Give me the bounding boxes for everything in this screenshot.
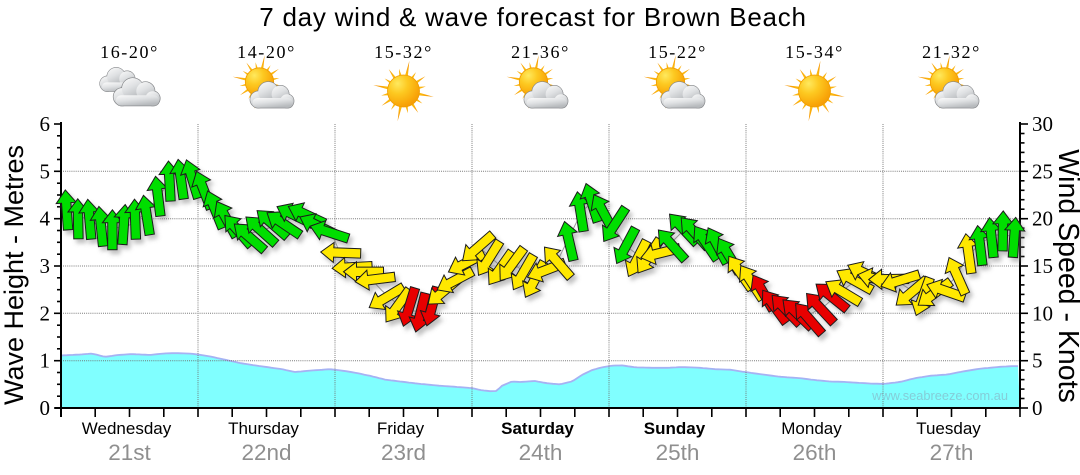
svg-text:16-20°: 16-20°: [100, 42, 159, 62]
svg-text:Friday: Friday: [377, 419, 425, 438]
svg-text:21-32°: 21-32°: [922, 42, 981, 62]
svg-text:24th: 24th: [519, 440, 563, 465]
svg-text:15-22°: 15-22°: [648, 42, 707, 62]
svg-text:Wednesday: Wednesday: [82, 419, 172, 438]
svg-text:Sunday: Sunday: [644, 419, 706, 438]
svg-text:26th: 26th: [793, 440, 837, 465]
svg-text:Saturday: Saturday: [501, 419, 574, 438]
svg-text:21st: 21st: [108, 440, 151, 465]
svg-text:Thursday: Thursday: [228, 419, 299, 438]
svg-text:0: 0: [1032, 396, 1043, 420]
svg-text:2: 2: [40, 301, 51, 325]
svg-text:15: 15: [1032, 254, 1053, 278]
svg-text:Wave Height - Metres: Wave Height - Metres: [0, 145, 29, 405]
svg-text:22nd: 22nd: [241, 440, 291, 465]
svg-text:15-32°: 15-32°: [374, 42, 433, 62]
svg-text:14-20°: 14-20°: [237, 42, 296, 62]
svg-text:23rd: 23rd: [381, 440, 426, 465]
svg-text:3: 3: [40, 254, 51, 278]
svg-text:5: 5: [40, 159, 51, 183]
svg-text:5: 5: [1032, 349, 1043, 373]
svg-text:21-36°: 21-36°: [511, 42, 570, 62]
svg-text:30: 30: [1032, 112, 1053, 136]
svg-text:25th: 25th: [656, 440, 700, 465]
svg-text:15-34°: 15-34°: [785, 42, 844, 62]
svg-text:Wind Speed - Knots: Wind Speed - Knots: [1052, 149, 1080, 402]
svg-text:0: 0: [40, 396, 51, 420]
svg-text:6: 6: [40, 112, 51, 136]
svg-text:10: 10: [1032, 301, 1053, 325]
svg-text:Monday: Monday: [781, 419, 842, 438]
svg-text:20: 20: [1032, 207, 1053, 231]
svg-text:www.seabreeze.com.au: www.seabreeze.com.au: [871, 388, 1008, 403]
svg-text:27th: 27th: [930, 440, 974, 465]
svg-text:25: 25: [1032, 159, 1053, 183]
svg-text:Tuesday: Tuesday: [916, 419, 981, 438]
svg-text:1: 1: [40, 349, 51, 373]
svg-text:4: 4: [40, 207, 51, 231]
